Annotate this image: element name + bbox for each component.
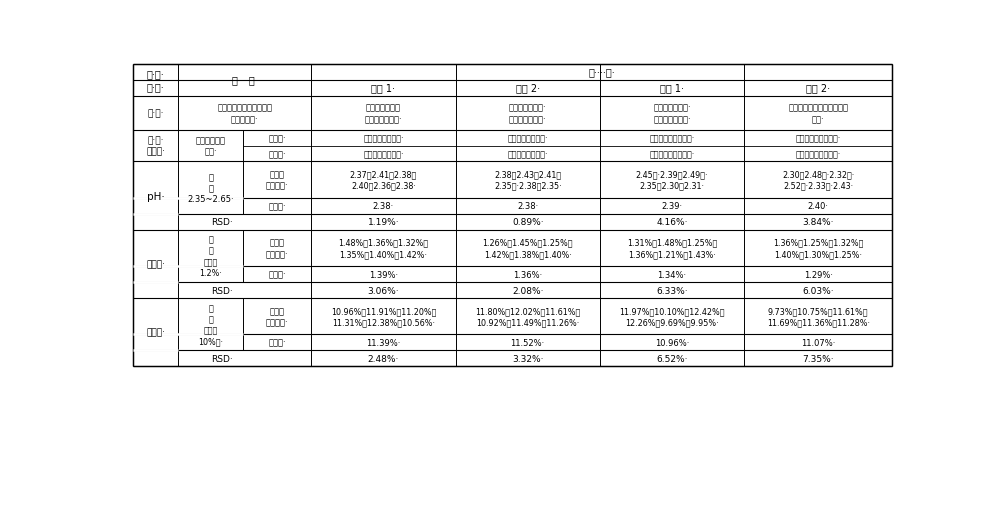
Text: 7.35%·: 7.35%·: [802, 354, 834, 363]
Text: 平均值·: 平均值·: [268, 202, 286, 211]
Text: 浅红色颗粒状粉·
末，有柠檬气味·: 浅红色颗粒状粉· 末，有柠檬气味·: [509, 104, 547, 124]
Text: 6.03%·: 6.03%·: [802, 286, 834, 295]
Text: 色泽粒度均匀
一致·: 色泽粒度均匀 一致·: [196, 136, 226, 157]
Text: 含
量
不少于
10%，·: 含 量 不少于 10%，·: [198, 304, 223, 346]
Text: 1.31%；1.48%；1.25%；
1.36%；1.21%；1.43%·: 1.31%；1.48%；1.25%； 1.36%；1.21%；1.43%·: [627, 238, 717, 259]
Text: RSD·: RSD·: [211, 354, 233, 363]
Text: 2.40·: 2.40·: [808, 202, 829, 211]
Text: 2.39·: 2.39·: [661, 202, 683, 211]
Text: 标····准·: 标····准·: [231, 76, 258, 85]
Text: 六个样
测定结果·: 六个样 测定结果·: [266, 170, 288, 190]
Text: pH·: pH·: [147, 191, 164, 201]
Text: 色泽粒度不均匀一致·: 色泽粒度不均匀一致·: [649, 150, 695, 159]
Text: 2.37；2.41；2.38；
2.40；2.36；2.38·: 2.37；2.41；2.38； 2.40；2.36；2.38·: [350, 170, 417, 190]
Text: 4.16%·: 4.16%·: [656, 218, 688, 227]
Text: 1.48%；1.36%；1.32%；
1.35%；1.40%；1.42%·: 1.48%；1.36%；1.32%； 1.35%；1.40%；1.42%·: [338, 238, 428, 259]
Text: 色泽粒度均匀一致·: 色泽粒度均匀一致·: [363, 134, 404, 143]
Text: 样品 2·: 样品 2·: [516, 83, 540, 93]
Text: 色泽粒度均匀一致·: 色泽粒度均匀一致·: [363, 150, 404, 159]
Text: 外·观·
均匀度·: 外·观· 均匀度·: [146, 136, 165, 157]
Text: 6.52%·: 6.52%·: [656, 354, 688, 363]
Text: 色泽粒度均匀一致·: 色泽粒度均匀一致·: [507, 150, 548, 159]
Text: 色泽粒度不均匀一致·: 色泽粒度不均匀一致·: [796, 150, 841, 159]
Text: 1.26%；1.45%；1.25%；
1.42%；1.38%；1.40%·: 1.26%；1.45%；1.25%； 1.42%；1.38%；1.40%·: [482, 238, 573, 259]
Text: 振摇后·: 振摇后·: [268, 150, 286, 159]
Text: 氯化鑃·: 氯化鑃·: [146, 260, 165, 269]
Text: 1.36%·: 1.36%·: [513, 270, 542, 279]
Text: 11.80%；12.02%；11.61%；
10.92%；11.49%；11.26%·: 11.80%；12.02%；11.61%； 10.92%；11.49%；11.2…: [475, 307, 580, 327]
Text: 检·测·
项·目·: 检·测· 项·目·: [147, 69, 164, 92]
Text: 有效氯·: 有效氯·: [146, 328, 165, 337]
Text: 3.32%·: 3.32%·: [512, 354, 543, 363]
Text: 浅红色颗粒状粉
末，有柠檬气味·: 浅红色颗粒状粉 末，有柠檬气味·: [365, 104, 402, 124]
Text: 含
量
不低于
1.2%·: 含 量 不低于 1.2%·: [199, 235, 222, 277]
Text: 性·状·: 性·状·: [147, 109, 164, 118]
Text: 色泽粒度不均匀一致·: 色泽粒度不均匀一致·: [796, 134, 841, 143]
Text: 样品 1·: 样品 1·: [371, 83, 395, 93]
Text: 应为浅红色颗粒状粉末，
有柠檬气味·: 应为浅红色颗粒状粉末， 有柠檬气味·: [217, 104, 272, 124]
Text: 6.33%·: 6.33%·: [656, 286, 688, 295]
Text: 1.29%·: 1.29%·: [804, 270, 833, 279]
Text: RSD·: RSD·: [211, 286, 233, 295]
Text: 10.96%·: 10.96%·: [655, 338, 689, 347]
Text: 3.06%·: 3.06%·: [368, 286, 399, 295]
Text: 对照 1·: 对照 1·: [660, 83, 684, 93]
Text: 11.07%·: 11.07%·: [801, 338, 835, 347]
Text: 浅红色颗粒状粉·
末，有柠檬气味·: 浅红色颗粒状粉· 末，有柠檬气味·: [653, 104, 691, 124]
Text: 平均值·: 平均值·: [268, 270, 286, 279]
Text: 0.89%·: 0.89%·: [512, 218, 544, 227]
Text: 2.48%·: 2.48%·: [368, 354, 399, 363]
Text: 11.52%·: 11.52%·: [511, 338, 545, 347]
Text: 1.19%·: 1.19%·: [368, 218, 399, 227]
Text: 范
围
2.35~2.65·: 范 围 2.35~2.65·: [187, 173, 234, 204]
Text: 色泽粒度不均匀一致·: 色泽粒度不均匀一致·: [649, 134, 695, 143]
Text: 六个样
测定结果·: 六个样 测定结果·: [266, 238, 288, 259]
Text: 振摇前·: 振摇前·: [268, 134, 286, 143]
Text: 平均值·: 平均值·: [268, 338, 286, 347]
Text: 浅红色颗粒状粉末，有柠檬
气味·: 浅红色颗粒状粉末，有柠檬 气味·: [788, 104, 848, 124]
Text: 对照 2·: 对照 2·: [806, 83, 830, 93]
Text: 2.45；·2.39；2.49；·
2.35；2.30；2.31·: 2.45；·2.39；2.49；· 2.35；2.30；2.31·: [636, 170, 708, 190]
Text: 11.97%；10.10%；12.42%；
12.26%；9.69%；9.95%·: 11.97%；10.10%；12.42%； 12.26%；9.69%；9.95%…: [619, 307, 725, 327]
Text: 3.84%·: 3.84%·: [802, 218, 834, 227]
Text: 六个样
测定结果·: 六个样 测定结果·: [266, 307, 288, 327]
Text: RSD·: RSD·: [211, 218, 233, 227]
Text: 2.08%·: 2.08%·: [512, 286, 543, 295]
Text: 11.39%·: 11.39%·: [366, 338, 401, 347]
Text: 色泽粒度均匀一致·: 色泽粒度均匀一致·: [507, 134, 548, 143]
Text: 2.38·: 2.38·: [373, 202, 394, 211]
Text: 2.30；2.48；·2.32；·
2.52；·2.33；·2.43·: 2.30；2.48；·2.32；· 2.52；·2.33；·2.43·: [782, 170, 854, 190]
Text: 2.38·: 2.38·: [517, 202, 538, 211]
Text: 9.73%；10.75%；11.61%；
11.69%；11.36%；11.28%·: 9.73%；10.75%；11.61%； 11.69%；11.36%；11.28…: [767, 307, 870, 327]
Text: 10.96%；11.91%；11.20%；
11.31%；12.38%；10.56%·: 10.96%；11.91%；11.20%； 11.31%；12.38%；10.5…: [331, 307, 436, 327]
Text: 1.34%·: 1.34%·: [657, 270, 687, 279]
Text: 1.36%；1.25%；1.32%；
1.40%；1.30%；1.25%·: 1.36%；1.25%；1.32%； 1.40%；1.30%；1.25%·: [773, 238, 863, 259]
Text: 2.38；2.43；2.41；
2.35；·2.38；2.35·: 2.38；2.43；2.41； 2.35；·2.38；2.35·: [494, 170, 562, 190]
Text: 1.39%·: 1.39%·: [369, 270, 398, 279]
Text: 样····品·: 样····品·: [588, 68, 615, 77]
